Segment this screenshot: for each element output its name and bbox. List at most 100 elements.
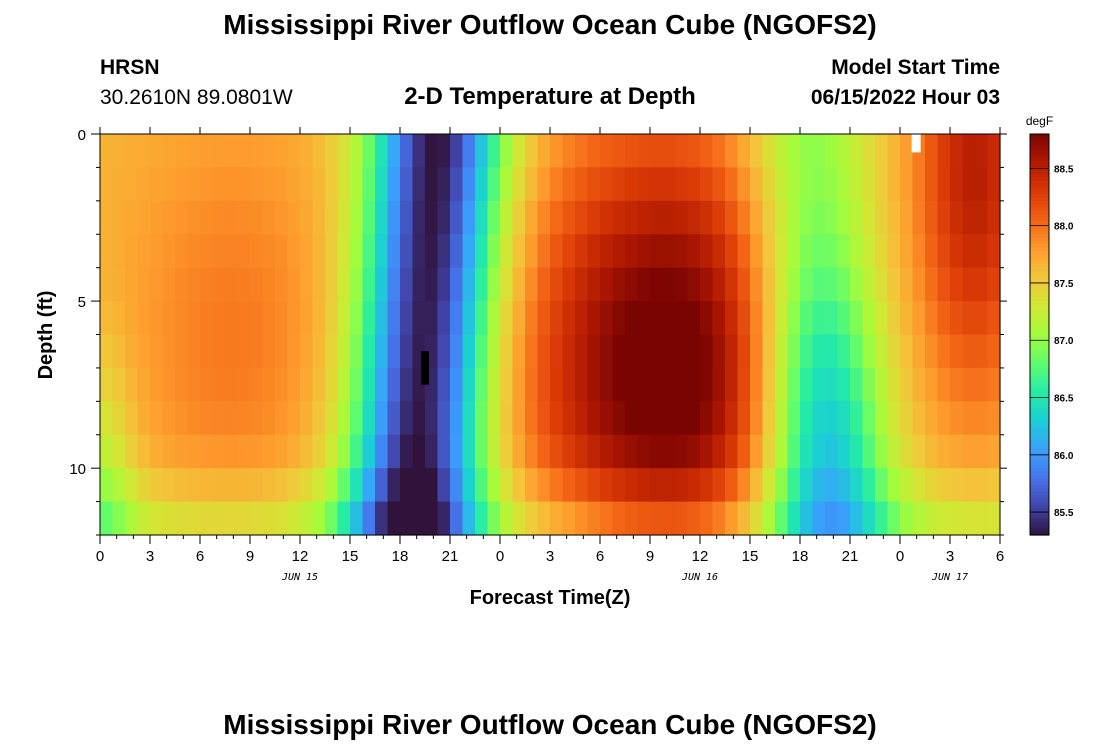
heatmap-cell	[212, 367, 226, 402]
heatmap-cell	[912, 267, 926, 302]
heatmap-cell	[600, 468, 614, 503]
heatmap-cell	[225, 234, 239, 269]
heatmap-cell	[987, 234, 1001, 269]
heatmap-cell	[725, 134, 739, 169]
colorbar-step	[1030, 301, 1049, 306]
heatmap-cell	[212, 401, 226, 436]
heatmap-cell	[675, 234, 689, 269]
heatmap-cell	[987, 501, 1001, 536]
heatmap-cell	[187, 301, 201, 336]
heatmap-cell	[575, 468, 589, 503]
heatmap-cell	[575, 401, 589, 436]
heatmap-cell	[212, 134, 226, 169]
heatmap-cell	[250, 200, 264, 235]
heatmap-cell	[825, 367, 839, 402]
colorbar-step	[1030, 264, 1049, 269]
heatmap-cell	[525, 501, 539, 536]
heatmap-cell	[112, 234, 126, 269]
heatmap-cell	[887, 334, 901, 369]
heatmap-cell	[975, 267, 989, 302]
heatmap-cell	[562, 501, 576, 536]
heatmap-cell	[587, 367, 601, 402]
heatmap-cell	[112, 468, 126, 503]
heatmap-cell	[375, 367, 389, 402]
heatmap-cell	[212, 301, 226, 336]
heatmap-cell	[275, 334, 289, 369]
heatmap-cell	[787, 334, 801, 369]
heatmap-cell	[150, 434, 164, 469]
heatmap-cell	[400, 401, 414, 436]
heatmap-cell	[937, 434, 951, 469]
heatmap-cell	[825, 501, 839, 536]
colorbar-step	[1030, 187, 1049, 192]
heatmap-cell	[287, 200, 301, 235]
heatmap-cell	[262, 367, 276, 402]
heatmap-cell	[562, 434, 576, 469]
heatmap-cell	[862, 434, 876, 469]
heatmap-cell	[775, 200, 789, 235]
heatmap-cell	[850, 434, 864, 469]
heatmap-cell	[725, 434, 739, 469]
heatmap-cell	[487, 367, 501, 402]
heatmap-cell	[237, 334, 251, 369]
heatmap-cell	[425, 267, 439, 302]
heatmap-cell	[312, 434, 326, 469]
heatmap-cell	[850, 468, 864, 503]
x-axis-label: Forecast Time(Z)	[470, 587, 631, 609]
heatmap-cell	[762, 434, 776, 469]
heatmap-cell	[375, 134, 389, 169]
heatmap-cell	[337, 167, 351, 202]
heatmap-cell	[925, 501, 939, 536]
heatmap-cell	[100, 401, 114, 436]
heatmap-cell	[600, 334, 614, 369]
colorbar-step	[1030, 424, 1049, 429]
heatmap-cell	[387, 334, 401, 369]
heatmap-cell	[987, 334, 1001, 369]
heatmap-cell	[300, 334, 314, 369]
colorbar-step	[1030, 307, 1049, 312]
heatmap-cell	[962, 267, 976, 302]
station-coordinates: 30.2610N 89.0801W	[100, 86, 293, 109]
heatmap-cell	[487, 334, 501, 369]
date-label: JUN 16	[681, 572, 718, 583]
heatmap-cell	[575, 367, 589, 402]
heatmap-cell	[125, 367, 139, 402]
heatmap-cell	[350, 301, 364, 336]
heatmap-cell	[237, 301, 251, 336]
heatmap-cell	[525, 367, 539, 402]
heatmap-cell	[125, 167, 139, 202]
colorbar-step	[1030, 184, 1049, 189]
heatmap-cell	[875, 401, 889, 436]
heatmap-cell	[225, 367, 239, 402]
colorbar-step	[1030, 438, 1049, 443]
heatmap-cell	[325, 200, 339, 235]
heatmap-cell	[937, 334, 951, 369]
colorbar-step	[1030, 408, 1049, 412]
heatmap-cell	[162, 134, 176, 169]
heatmap-cell	[775, 267, 789, 302]
heatmap-cell	[925, 267, 939, 302]
heatmap-cell	[725, 367, 739, 402]
heatmap-cell	[362, 267, 376, 302]
colorbar-tick-label: 88.5	[1054, 164, 1074, 175]
colorbar-step	[1030, 271, 1049, 275]
heatmap-cell	[437, 200, 451, 235]
heatmap-cell	[475, 334, 489, 369]
colorbar-step	[1030, 448, 1049, 453]
heatmap-cell	[562, 267, 576, 302]
heatmap-cell	[662, 134, 676, 169]
heatmap-cell	[262, 267, 276, 302]
heatmap-cell	[537, 167, 551, 202]
heatmap-cell	[487, 200, 501, 235]
heatmap-cell	[200, 434, 214, 469]
heatmap-cell	[425, 200, 439, 235]
heatmap-cell	[100, 501, 114, 536]
heatmap-cell	[275, 367, 289, 402]
heatmap-cell	[375, 401, 389, 436]
y-tick-label: 0	[78, 127, 86, 144]
heatmap-cell	[437, 167, 451, 202]
heatmap-cell	[625, 301, 639, 336]
heatmap-cell	[375, 301, 389, 336]
heatmap-cell	[400, 334, 414, 369]
heatmap-cell	[600, 401, 614, 436]
